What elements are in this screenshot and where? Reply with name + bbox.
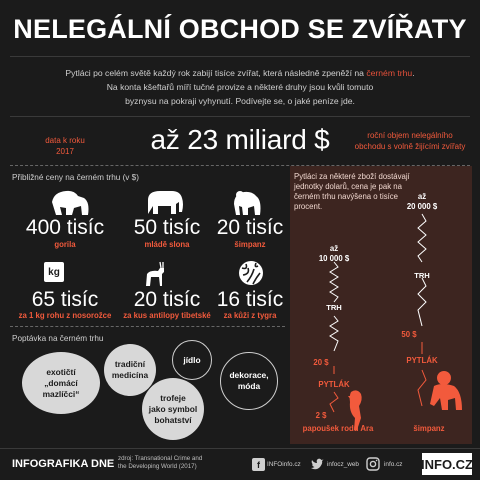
parrot-poacher-label: PYTLÁK	[318, 380, 350, 389]
gorilla-icon	[52, 190, 89, 215]
price-caption-antelope: za kus antilopy tibetské	[123, 311, 211, 320]
demand-bubble-food: jídlo	[172, 340, 212, 380]
facebook-handle[interactable]: INFOinfo.cz	[267, 461, 301, 468]
tiger-skin-icon	[239, 261, 263, 285]
parrot-market-label: TRH	[326, 303, 342, 312]
headline-divider	[10, 165, 470, 166]
twitter-icon[interactable]	[310, 458, 324, 471]
price-caption-tiger-skin: za kůži z tygra	[223, 311, 277, 320]
intro-divider	[10, 116, 470, 117]
demand-bubble-medicine: tradiční medicína	[104, 344, 156, 396]
antelope-icon	[146, 261, 164, 286]
chimp-caption: šimpanz	[413, 424, 445, 433]
parrot-mid-price: 20 $	[313, 358, 329, 367]
footer-source: zdroj: Transnational Crime and the Devel…	[118, 455, 203, 470]
annual-volume-note: roční objem nelegálního obchodu s volně …	[354, 131, 466, 151]
price-caption-chimpanzee: šimpanz	[234, 240, 266, 249]
elephant-icon	[148, 191, 183, 214]
price-chain-lines	[329, 213, 427, 413]
chimpanzee-icon	[234, 191, 261, 215]
demand-bubble-trophies: trofeje jako symbol bohatství	[142, 378, 204, 440]
demand-bubble-pets: exotičtí „domácí mazlíčci“	[22, 352, 100, 414]
parrot-top-price: až 10 000 $	[318, 244, 350, 263]
price-value-gorilla: 400 tisíc	[25, 216, 105, 239]
intro-text: Pytláci po celém světě každý rok zabijí …	[65, 68, 415, 106]
price-value-chimpanzee: 20 tisíc	[216, 216, 284, 239]
data-year-note: data k roku 2017	[45, 136, 85, 156]
site-logo[interactable]: INFO.CZ	[421, 453, 473, 475]
page-title: NELEGÁLNÍ OBCHOD SE ZVÍŘATY	[13, 14, 467, 44]
kg-weight-icon: kg	[44, 262, 64, 282]
prices-section-label: Přibližné ceny na černém trhu (v $)	[12, 173, 139, 182]
parrot-bottom-price: 2 $	[315, 411, 327, 420]
parrot-caption: papoušek rodu Ara	[302, 424, 374, 433]
price-caption-rhino-horn: za 1 kg rohu z nosorožce	[18, 311, 112, 320]
title-divider	[10, 56, 470, 57]
instagram-handle[interactable]: info.cz	[384, 461, 403, 468]
price-value-antelope: 20 tisíc	[133, 288, 201, 311]
chimpanzee-icon	[430, 371, 462, 410]
instagram-icon[interactable]	[366, 457, 380, 471]
demand-section-label: Poptávka na černém trhu	[12, 334, 104, 343]
chimp-mid-price: 50 $	[401, 330, 417, 339]
twitter-handle[interactable]: infocz_web	[327, 461, 359, 468]
price-value-elephant: 50 tisíc	[133, 216, 201, 239]
prices-divider	[10, 326, 285, 327]
total-amount: až 23 miliard $	[150, 124, 330, 155]
price-value-rhino-horn: 65 tisíc	[31, 288, 99, 311]
price-value-tiger-skin: 16 tisíc	[216, 288, 284, 311]
price-chain-intro: Pytláci za některé zboží dostávají jedno…	[294, 172, 410, 211]
price-caption-gorilla: gorila	[54, 240, 76, 249]
chimp-poacher-label: PYTLÁK	[406, 356, 438, 365]
facebook-icon[interactable]: f	[252, 458, 265, 471]
price-caption-elephant: mládě slona	[144, 240, 190, 249]
chimp-market-label: TRH	[414, 271, 430, 280]
footer-label: INFOGRAFIKA DNE	[12, 458, 115, 470]
chimp-top-price: až 20 000 $	[406, 192, 438, 211]
parrot-icon	[348, 390, 362, 430]
footer	[0, 448, 480, 480]
intro-black-market: černém trhu	[366, 68, 413, 78]
demand-bubble-fashion: dekorace, móda	[220, 352, 278, 410]
